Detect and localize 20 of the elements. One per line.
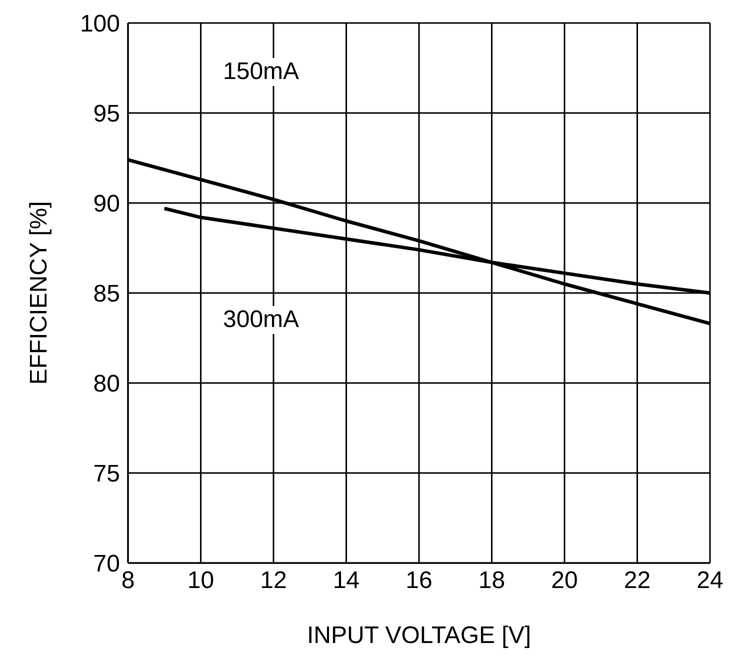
x-tick-label: 18 bbox=[478, 567, 506, 594]
x-tick-label: 22 bbox=[624, 567, 651, 594]
x-tick-label: 10 bbox=[187, 567, 214, 594]
y-tick-label: 70 bbox=[93, 550, 120, 578]
y-tick-label: 85 bbox=[93, 280, 120, 308]
x-tick-label: 14 bbox=[332, 567, 360, 594]
y-tick-label: 95 bbox=[93, 100, 120, 128]
x-tick-label: 16 bbox=[406, 567, 432, 594]
x-tick-label: 20 bbox=[551, 567, 578, 594]
y-tick-label: 100 bbox=[80, 10, 120, 38]
annotation: 300mA bbox=[220, 306, 302, 334]
annotation: 150mA bbox=[220, 58, 302, 86]
x-tick-label: 12 bbox=[260, 567, 287, 594]
y-tick-label: 90 bbox=[93, 190, 120, 218]
y-tick-label: 75 bbox=[93, 460, 120, 488]
x-tick-label: 8 bbox=[121, 567, 135, 594]
y-tick-label: 80 bbox=[93, 370, 120, 398]
y-axis-title: EFFICIENCY [%] bbox=[26, 201, 53, 385]
x-tick-label: 24 bbox=[696, 567, 724, 594]
x-axis-title: INPUT VOLTAGE [V] bbox=[306, 622, 532, 649]
